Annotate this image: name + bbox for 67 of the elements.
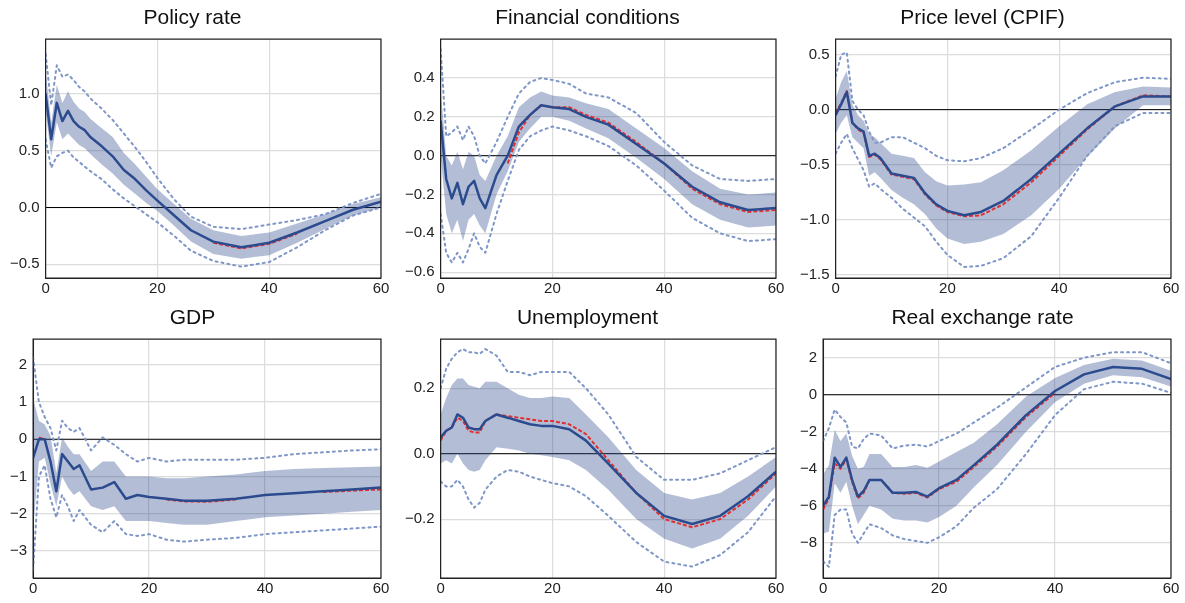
y-tick-label: 2 <box>18 355 28 373</box>
y-tick-label: −0.5 <box>9 254 40 272</box>
x-tick-label: 40 <box>655 579 673 597</box>
y-tick-label: −0.4 <box>404 223 435 241</box>
y-tick-label: −6 <box>799 495 818 513</box>
line-series <box>823 380 1171 568</box>
y-tick-label: 0.4 <box>413 68 435 86</box>
line-series <box>212 232 299 250</box>
line-series <box>440 125 776 264</box>
y-tick-label: 0.0 <box>808 99 830 117</box>
y-tick-label: −0.2 <box>404 509 435 527</box>
line-series <box>440 469 776 568</box>
y-tick-label: 0.2 <box>413 107 435 124</box>
x-tick-label: 20 <box>939 279 956 297</box>
chart-title: Unemployment <box>516 305 659 329</box>
x-tick-label: 40 <box>256 579 274 597</box>
y-tick-label: −0.6 <box>404 262 435 280</box>
y-tick-label: −1.0 <box>799 209 830 227</box>
line-series <box>823 351 1171 450</box>
x-tick-label: 20 <box>544 279 561 297</box>
line-series <box>506 104 776 213</box>
x-tick-label: 40 <box>1050 279 1068 297</box>
x-tick-label: 60 <box>1162 279 1180 297</box>
y-tick-label: 0.0 <box>18 197 40 215</box>
x-tick-label: 60 <box>1162 579 1180 597</box>
line-series <box>45 52 381 231</box>
x-tick-label: 60 <box>767 579 785 597</box>
line-series <box>835 111 1171 268</box>
x-tick-label: 20 <box>930 579 948 597</box>
y-tick-label: −2 <box>799 421 818 439</box>
x-tick-label: 40 <box>655 279 673 297</box>
line-series <box>835 51 1171 163</box>
x-tick-label: 20 <box>149 279 166 297</box>
y-tick-label: 0.5 <box>18 140 40 158</box>
chart-title: Price level (CPIF) <box>900 5 1065 29</box>
chart-title: GDP <box>169 305 216 329</box>
y-tick-label: 0 <box>18 429 28 447</box>
y-tick-label: −4 <box>799 458 818 476</box>
line-series <box>440 47 776 182</box>
y-tick-label: 0.0 <box>413 443 435 461</box>
y-tick-label: −2 <box>9 503 28 521</box>
line-series <box>45 138 381 268</box>
y-tick-label: −3 <box>9 540 28 558</box>
chart-title: Financial conditions <box>495 5 680 29</box>
y-tick-label: −1.5 <box>799 264 830 282</box>
y-tick-label: 0.2 <box>413 378 435 396</box>
y-tick-label: −8 <box>799 532 818 550</box>
y-tick-label: 0.5 <box>808 44 830 62</box>
y-tick-label: 1.0 <box>18 83 40 101</box>
chart-title: Policy rate <box>143 5 242 29</box>
x-tick-label: 20 <box>544 579 561 597</box>
y-tick-label: −1 <box>9 466 28 484</box>
y-tick-label: 1 <box>18 392 28 410</box>
line-series <box>823 391 1057 511</box>
x-tick-label: 60 <box>372 579 390 597</box>
y-tick-label: −0.5 <box>799 154 830 172</box>
x-tick-label: 60 <box>767 279 785 297</box>
x-tick-label: 40 <box>1046 579 1064 597</box>
y-tick-label: −0.2 <box>404 184 435 202</box>
line-series <box>440 348 776 481</box>
x-tick-label: 40 <box>260 279 278 297</box>
y-tick-label: 0 <box>808 384 818 402</box>
x-tick-label: 20 <box>140 579 158 597</box>
y-tick-label: 2 <box>808 347 818 365</box>
y-tick-label: 0.0 <box>413 145 435 163</box>
chart-title: Real exchange rate <box>891 305 1074 329</box>
x-tick-label: 60 <box>372 279 390 297</box>
